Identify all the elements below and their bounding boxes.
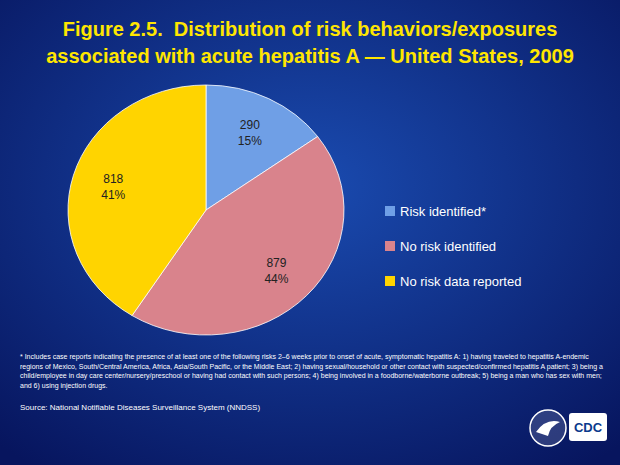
count-label: 290: [240, 118, 260, 132]
pie-slice: [68, 85, 206, 316]
source: Source: National Notifiable Diseases Sur…: [20, 403, 260, 412]
chart: Figure 2.5. Distribution of risk behavio…: [0, 0, 620, 465]
logo-text: CDC: [574, 420, 603, 435]
legend-swatch: [385, 276, 395, 286]
legend-label: Risk identified*: [400, 204, 486, 219]
percent-label: 15%: [238, 134, 262, 148]
legend: Risk identified* No risk identified No ris…: [385, 204, 521, 289]
percent-label: 44%: [264, 272, 288, 286]
title: associated with acute hepatitis A — Unit…: [46, 45, 574, 67]
percent-label: 41%: [101, 188, 125, 202]
logo-eagle: [536, 421, 560, 436]
count-label: 879: [266, 256, 286, 270]
background: [0, 0, 620, 465]
legend-swatch: [385, 241, 395, 251]
legend-label: No risk data reported: [400, 274, 521, 289]
footnote: * Includes case reports indicating the p…: [20, 352, 608, 390]
data-labels: 290 15% 879 44% 818 41%: [101, 118, 289, 286]
page: {"chart_data": {"type": "pie", "title": …: [0, 0, 620, 465]
legend-swatch: [385, 206, 395, 216]
pie: [68, 85, 344, 335]
title: Figure 2.5. Distribution of risk behavio…: [63, 18, 558, 40]
count-label: 818: [103, 172, 123, 186]
logo: CDC: [530, 410, 607, 446]
logo-seal: [530, 410, 566, 446]
logo-box: [569, 413, 607, 441]
legend-label: No risk identified: [400, 239, 496, 254]
